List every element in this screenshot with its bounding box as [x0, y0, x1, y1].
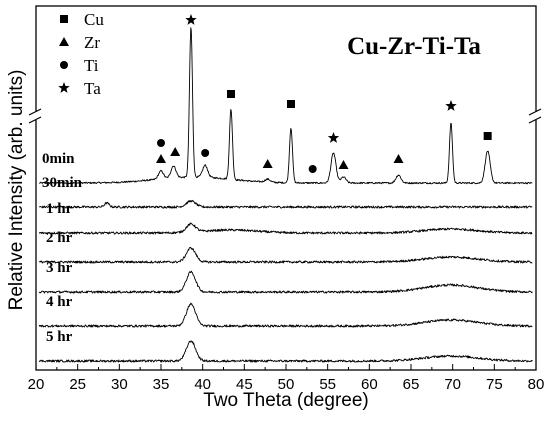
peak-marker-square: [483, 132, 492, 140]
x-tick-label: 35: [153, 376, 170, 393]
legend-star-icon: [58, 82, 70, 93]
legend-triangle-icon: [59, 37, 69, 46]
x-tick-label: 75: [486, 376, 503, 393]
y-axis-break: [28, 108, 542, 124]
plot-frame: [35, 5, 537, 371]
legend-label: Cu: [84, 10, 104, 29]
axis-break-gap: [31, 112, 41, 120]
legend-label: Ti: [84, 56, 99, 75]
trace-30min: [38, 199, 533, 209]
legend: Cu Zr Ti Ta: [58, 10, 104, 98]
trace-label: 30min: [42, 175, 83, 191]
x-axis-ticks: 20 25 30 35 40 45 50 55 60 65 70 75 80: [28, 364, 545, 393]
x-tick-label: 20: [28, 376, 45, 393]
x-tick-label: 55: [319, 376, 336, 393]
x-tick-label: 30: [111, 376, 128, 393]
y-axis-title: Relative Intensity (arb. units): [6, 70, 27, 311]
trace-2hr: [38, 247, 533, 264]
peak-marker-triangle: [338, 160, 349, 169]
peak-marker-triangle: [170, 147, 181, 156]
diffraction-traces: 0min 30min 1 hr 2 hr 3 hr 4 hr 5 hr: [38, 27, 533, 363]
trace-1hr: [38, 222, 533, 235]
legend-label: Ta: [84, 79, 101, 98]
trace-5hr: [38, 340, 533, 363]
peak-marker-star: [445, 100, 457, 111]
trace-label: 0min: [42, 151, 75, 167]
legend-entry: Ti: [60, 56, 99, 75]
trace-label: 3 hr: [46, 260, 73, 276]
trace-0min: [38, 27, 533, 185]
trace-3hr: [38, 270, 533, 294]
trace-label: 5 hr: [46, 329, 73, 345]
axis-break-slash: [28, 108, 42, 116]
peak-marker-star: [327, 132, 340, 143]
legend-entry: Cu: [60, 10, 104, 29]
x-axis-title: Two Theta (degree): [203, 390, 368, 411]
x-tick-label: 25: [69, 376, 86, 393]
peak-marker-circle: [201, 149, 210, 157]
legend-square-icon: [60, 15, 68, 23]
x-tick-label: 65: [403, 376, 420, 393]
peak-marker-triangle: [262, 159, 273, 168]
legend-label: Zr: [84, 33, 100, 52]
peak-marker-circle: [157, 139, 165, 147]
x-tick-label: 70: [444, 376, 461, 393]
axis-break-slash: [528, 108, 542, 116]
trace-4hr: [38, 302, 533, 328]
axis-break-slash: [528, 116, 542, 124]
legend-entry: Zr: [59, 33, 100, 52]
legend-entry: Ta: [58, 79, 101, 98]
x-tick-label: 45: [236, 376, 253, 393]
axis-break-gap: [531, 112, 541, 120]
phase-markers: [156, 14, 492, 173]
peak-marker-star: [185, 14, 197, 25]
x-tick-label: 80: [528, 376, 545, 393]
peak-marker-square: [227, 90, 235, 98]
peak-marker-triangle: [393, 154, 404, 163]
trace-label: 2 hr: [46, 230, 73, 246]
axis-break-slash: [28, 116, 42, 124]
x-tick-label: 60: [361, 376, 378, 393]
trace-label: 4 hr: [46, 294, 73, 310]
legend-circle-icon: [60, 61, 68, 69]
peak-marker-circle: [308, 165, 317, 173]
x-tick-label: 50: [278, 376, 295, 393]
chart-title: Cu-Zr-Ti-Ta: [347, 33, 481, 60]
peak-marker-triangle: [156, 154, 166, 163]
x-tick-label: 40: [194, 376, 211, 393]
trace-label: 1 hr: [46, 201, 73, 217]
peak-marker-square: [287, 100, 295, 108]
